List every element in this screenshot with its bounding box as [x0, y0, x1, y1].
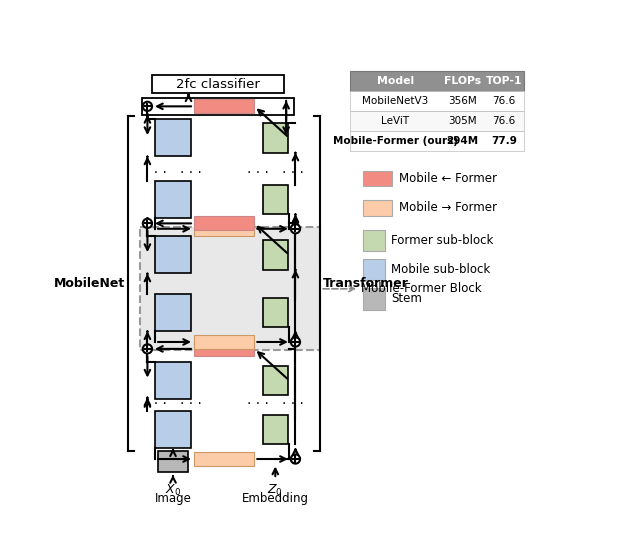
Bar [194, 452, 254, 466]
Text: · · ·   · · ·: · · · · · · [145, 397, 202, 411]
Text: TOP-1: TOP-1 [486, 76, 522, 86]
Text: 76.6: 76.6 [492, 96, 516, 106]
Circle shape [291, 224, 300, 234]
Text: $Z_0$: $Z_0$ [268, 483, 284, 498]
Bar [363, 200, 392, 216]
Text: Mobile → Former: Mobile → Former [399, 201, 497, 215]
Text: · · ·   · · ·: · · · · · · [247, 167, 304, 181]
Text: · · ·   · · ·: · · · · · · [145, 167, 202, 181]
Bar [263, 240, 288, 269]
Bar [152, 75, 284, 93]
Bar [155, 362, 191, 399]
Text: concat: concat [197, 100, 239, 113]
Bar [263, 366, 288, 395]
Bar [194, 335, 254, 349]
Bar [263, 298, 288, 328]
Circle shape [143, 344, 152, 353]
Bar [155, 181, 191, 218]
Bar [363, 230, 385, 251]
Text: Stem: Stem [391, 292, 422, 305]
Text: Mobile ← Former: Mobile ← Former [399, 172, 497, 185]
Bar [194, 342, 254, 356]
Bar [155, 120, 191, 157]
Bar [349, 91, 524, 111]
Bar [155, 236, 191, 273]
Text: MobileNet: MobileNet [54, 277, 125, 290]
Bar [140, 228, 320, 350]
Bar [194, 100, 254, 113]
Bar [263, 124, 288, 153]
Text: $X_0$: $X_0$ [165, 483, 181, 498]
Text: Embedding: Embedding [242, 492, 309, 505]
Bar [349, 131, 524, 151]
Bar [155, 294, 191, 331]
Bar [142, 98, 294, 115]
Text: Former sub-block: Former sub-block [391, 234, 493, 247]
Text: Transformer: Transformer [323, 277, 409, 290]
Text: Image: Image [155, 492, 191, 505]
Text: MobileNetV3: MobileNetV3 [362, 96, 429, 106]
Bar [363, 171, 392, 187]
Text: 77.9: 77.9 [491, 136, 517, 146]
Bar [194, 222, 254, 236]
Bar [363, 259, 385, 281]
Text: · · ·   · · ·: · · · · · · [247, 397, 304, 411]
Text: Mobile sub-block: Mobile sub-block [391, 263, 490, 276]
Text: Model: Model [377, 76, 414, 86]
Bar [349, 111, 524, 131]
Text: Mobile-Former Block: Mobile-Former Block [362, 282, 482, 295]
Text: 76.6: 76.6 [492, 116, 516, 126]
Circle shape [143, 219, 152, 228]
Bar [194, 216, 254, 230]
Circle shape [291, 337, 300, 347]
Circle shape [291, 454, 300, 463]
Bar [363, 288, 385, 310]
Text: FLOPs: FLOPs [444, 76, 481, 86]
Bar [155, 411, 191, 448]
Text: 305M: 305M [448, 116, 477, 126]
Bar [263, 185, 288, 214]
Bar [349, 71, 524, 91]
Text: Mobile-Former (ours): Mobile-Former (ours) [333, 136, 458, 146]
Text: 356M: 356M [448, 96, 477, 106]
Text: 2fc classifier: 2fc classifier [176, 78, 260, 91]
Bar [263, 415, 288, 444]
Circle shape [143, 102, 152, 111]
Bar [158, 451, 188, 472]
Text: LeViT: LeViT [381, 116, 410, 126]
Text: 294M: 294M [447, 136, 479, 146]
